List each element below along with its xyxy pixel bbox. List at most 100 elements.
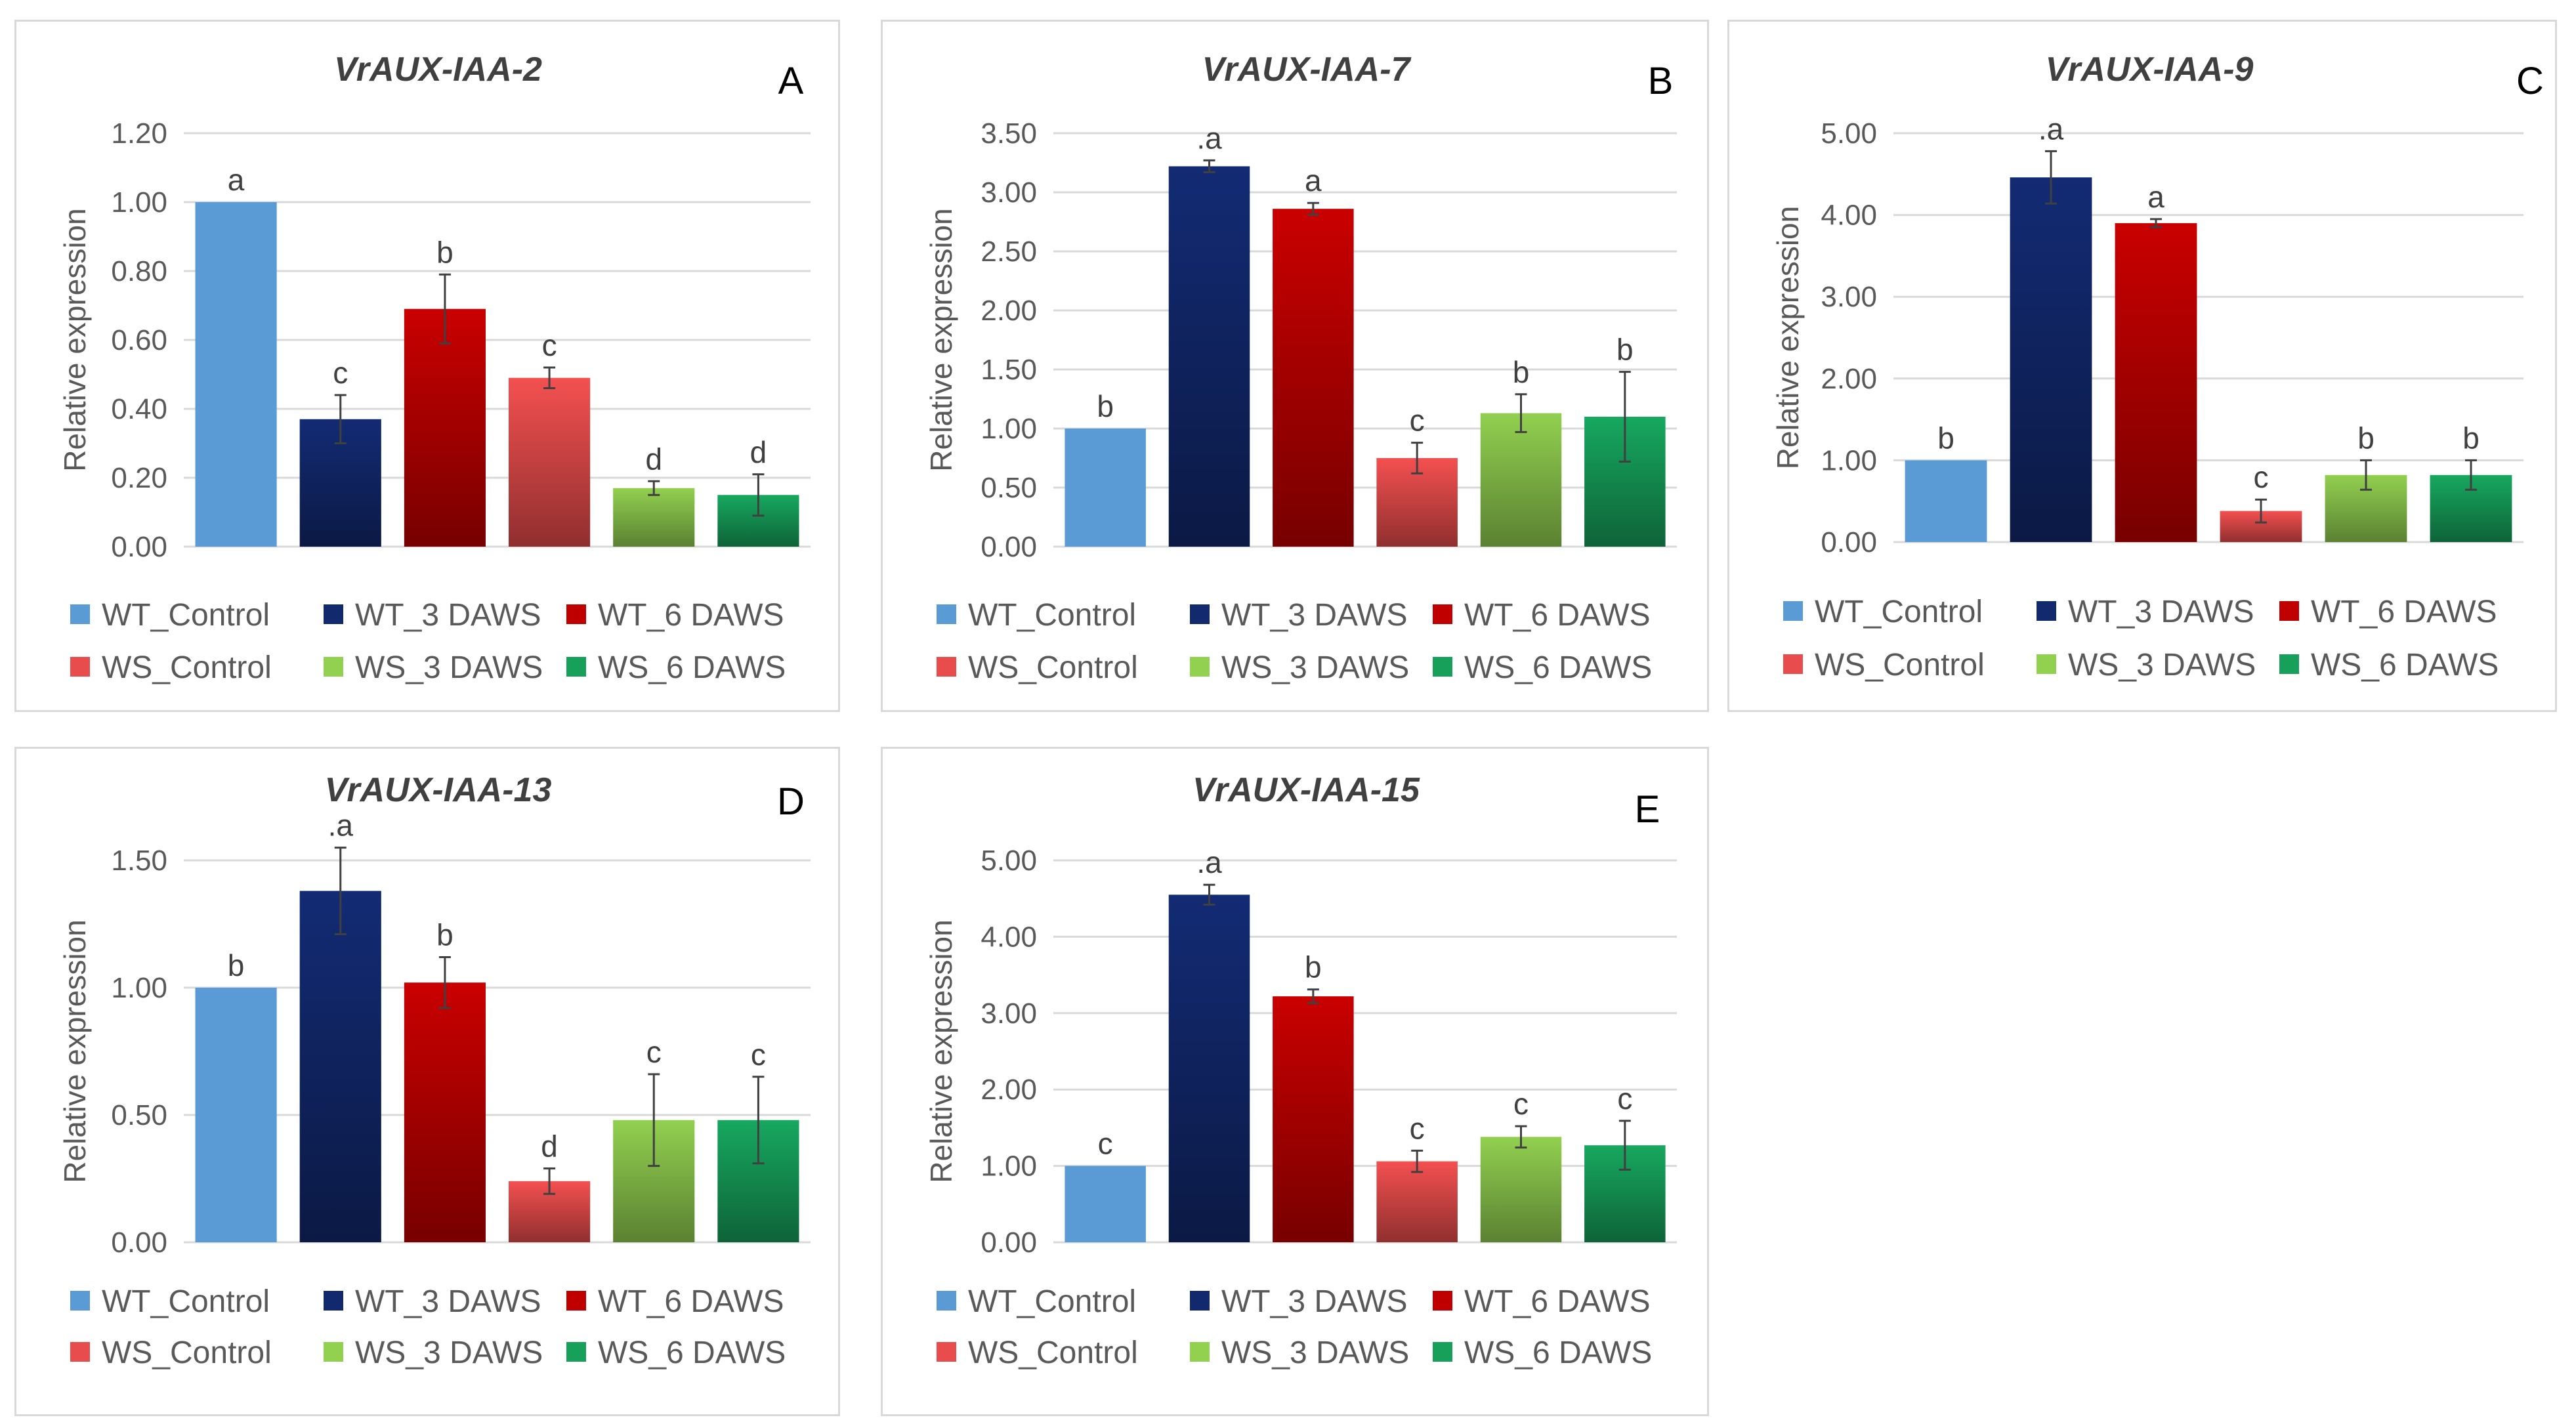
legend-label: WT_3 DAWS bbox=[355, 1284, 541, 1319]
significance-letter: b bbox=[1937, 421, 1954, 455]
legend-label: WT_6 DAWS bbox=[2311, 595, 2497, 629]
y-tick-label: 1.50 bbox=[981, 354, 1037, 386]
legend-label: WT_Control bbox=[102, 598, 270, 633]
bar bbox=[2010, 177, 2092, 542]
legend-swatch bbox=[937, 657, 956, 677]
legend-label: WT_Control bbox=[1815, 595, 1983, 629]
legend-label: WT_6 DAWS bbox=[598, 598, 784, 633]
y-tick-label: 1.00 bbox=[111, 972, 167, 1004]
legend-swatch bbox=[324, 604, 343, 624]
bar bbox=[1376, 1161, 1458, 1242]
significance-letter: c bbox=[751, 1038, 766, 1072]
significance-letter: c bbox=[1410, 1111, 1425, 1145]
y-tick-label: 3.00 bbox=[981, 177, 1037, 209]
chart-title: VrAUX-IAA-13 bbox=[325, 771, 552, 809]
legend-label: WS_Control bbox=[1815, 648, 1985, 682]
y-axis-label: Relative expression bbox=[924, 919, 958, 1183]
significance-letter: d bbox=[645, 442, 662, 476]
significance-letter: .a bbox=[2038, 112, 2064, 146]
significance-letter: d bbox=[750, 435, 767, 469]
y-tick-label: 0.50 bbox=[111, 1099, 167, 1131]
legend-swatch bbox=[2037, 601, 2056, 621]
y-tick-label: 0.80 bbox=[111, 255, 167, 287]
significance-letter: b bbox=[2462, 421, 2480, 455]
legend-swatch bbox=[2279, 654, 2299, 674]
legend-swatch bbox=[1190, 604, 1210, 624]
y-tick-label: 0.00 bbox=[981, 1227, 1037, 1259]
significance-letter: c bbox=[333, 356, 348, 390]
chart-panel-b: VrAUX-IAA-7 B 0.00 0.50 1.00 1.50 2.00 2.50 3.00… bbox=[881, 20, 1709, 712]
bar bbox=[195, 988, 277, 1242]
legend-label: WT_3 DAWS bbox=[1221, 1284, 1408, 1319]
legend-label: WS_3 DAWS bbox=[2068, 648, 2256, 682]
significance-letter: c bbox=[1513, 1087, 1529, 1121]
significance-letter: b bbox=[436, 235, 454, 269]
bar bbox=[1065, 429, 1146, 547]
chart-svg: VrAUX-IAA-9 C 0.00 1.00 2.00 3.00 4.00 5.00 Rela… bbox=[1771, 51, 2544, 682]
y-tick-label: 2.00 bbox=[1821, 363, 1877, 395]
legend-swatch bbox=[2279, 601, 2299, 621]
bar bbox=[2115, 223, 2197, 542]
legend-swatch bbox=[566, 1291, 586, 1311]
y-tick-label: 2.00 bbox=[981, 1074, 1037, 1106]
legend-swatch bbox=[937, 1291, 956, 1311]
significance-letter: c bbox=[1617, 1082, 1632, 1116]
significance-letter: b bbox=[1513, 355, 1530, 389]
chart-title: VrAUX-IAA-15 bbox=[1193, 771, 1420, 809]
legend-swatch bbox=[2037, 654, 2056, 674]
legend-swatch bbox=[1190, 1342, 1210, 1362]
y-axis-label: Relative expression bbox=[924, 208, 958, 471]
bar bbox=[613, 488, 695, 547]
legend-label: WS_3 DAWS bbox=[355, 650, 543, 685]
significance-letter: c bbox=[542, 328, 557, 362]
significance-letter: c bbox=[1410, 404, 1425, 438]
legend-swatch bbox=[1433, 1291, 1452, 1311]
legend-label: WS_6 DAWS bbox=[2311, 648, 2499, 682]
legend-label: WS_3 DAWS bbox=[355, 1335, 543, 1370]
y-tick-label: 1.00 bbox=[981, 1150, 1037, 1183]
legend-label: WS_Control bbox=[102, 650, 272, 685]
legend-swatch bbox=[324, 1342, 343, 1362]
legend-swatch bbox=[566, 1342, 586, 1362]
legend-label: WT_3 DAWS bbox=[1221, 598, 1408, 633]
y-tick-label: 1.50 bbox=[111, 845, 167, 877]
y-tick-label: 1.00 bbox=[111, 186, 167, 219]
bar bbox=[404, 982, 486, 1242]
legend-label: WT_6 DAWS bbox=[598, 1284, 784, 1319]
chart-svg: VrAUX-IAA-2 A 0.00 0.20 0.40 0.60 0.80 1.00 1.20… bbox=[58, 51, 811, 685]
legend-label: WT_6 DAWS bbox=[1464, 598, 1651, 633]
bar bbox=[195, 202, 277, 547]
panel-letter: C bbox=[2516, 60, 2544, 102]
chart-svg: VrAUX-IAA-13 D 0.00 0.50 1.00 1.50 Relative ex… bbox=[58, 771, 811, 1370]
y-tick-label: 4.00 bbox=[1821, 200, 1877, 232]
chart-panel-d: VrAUX-IAA-13 D 0.00 0.50 1.00 1.50 Relative ex… bbox=[14, 747, 840, 1416]
panel-letter: A bbox=[778, 60, 804, 102]
panel-letter: D bbox=[777, 780, 805, 823]
legend-swatch bbox=[1783, 601, 1803, 621]
chart-svg: VrAUX-IAA-7 B 0.00 0.50 1.00 1.50 2.00 2.50 3.00… bbox=[924, 51, 1677, 685]
bar bbox=[1168, 894, 1250, 1242]
bar bbox=[1065, 1166, 1146, 1242]
y-tick-label: 0.60 bbox=[111, 324, 167, 356]
significance-letter: .a bbox=[1196, 121, 1222, 155]
legend-label: WS_3 DAWS bbox=[1221, 650, 1409, 685]
bar bbox=[1905, 460, 1987, 542]
chart-panel-c: VrAUX-IAA-9 C 0.00 1.00 2.00 3.00 4.00 5.00 Rela… bbox=[1727, 20, 2557, 712]
y-tick-label: 5.00 bbox=[1821, 117, 1877, 150]
significance-letter: b bbox=[436, 917, 454, 952]
y-tick-label: 0.00 bbox=[111, 1227, 167, 1259]
legend-label: WT_Control bbox=[968, 598, 1136, 633]
bar bbox=[1480, 1137, 1562, 1242]
legend-swatch bbox=[1190, 1291, 1210, 1311]
y-tick-label: 1.20 bbox=[111, 117, 167, 150]
legend-swatch bbox=[1433, 657, 1452, 677]
significance-letter: a bbox=[228, 163, 245, 197]
bar bbox=[1273, 209, 1354, 547]
significance-letter: c bbox=[2254, 460, 2269, 494]
legend-label: WT_Control bbox=[968, 1284, 1136, 1319]
significance-letter: .a bbox=[328, 808, 354, 843]
bar bbox=[404, 308, 486, 547]
legend-label: WT_6 DAWS bbox=[1464, 1284, 1651, 1319]
chart-title: VrAUX-IAA-7 bbox=[1202, 51, 1412, 89]
legend-label: WS_6 DAWS bbox=[598, 650, 786, 685]
